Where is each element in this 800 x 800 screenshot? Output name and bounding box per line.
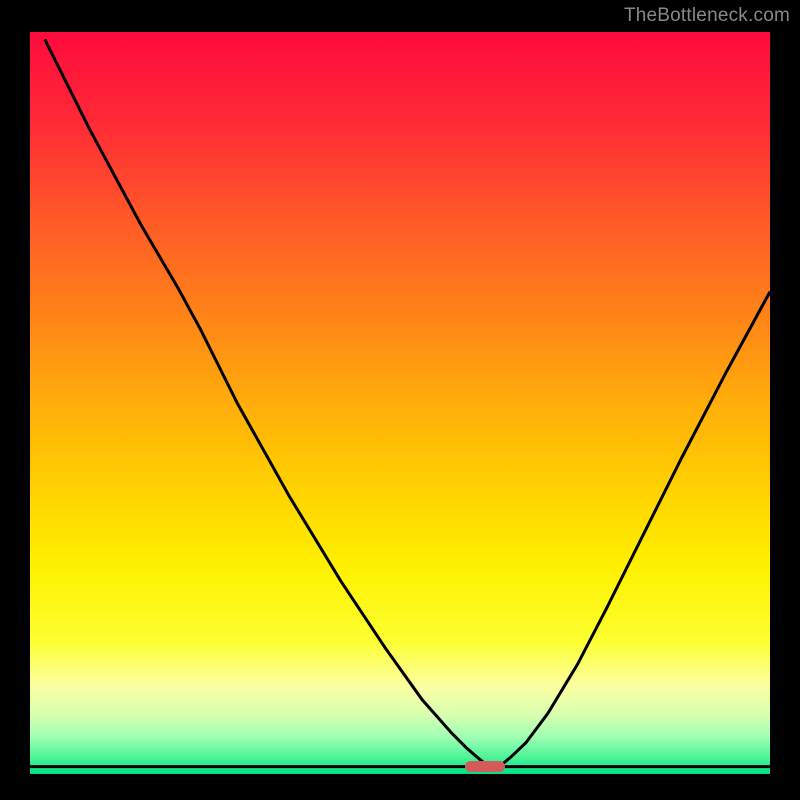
watermark-text: TheBottleneck.com: [624, 5, 790, 27]
bottleneck-curve: [30, 32, 770, 774]
plot-area: [30, 32, 770, 774]
optimal-marker: [465, 761, 506, 772]
